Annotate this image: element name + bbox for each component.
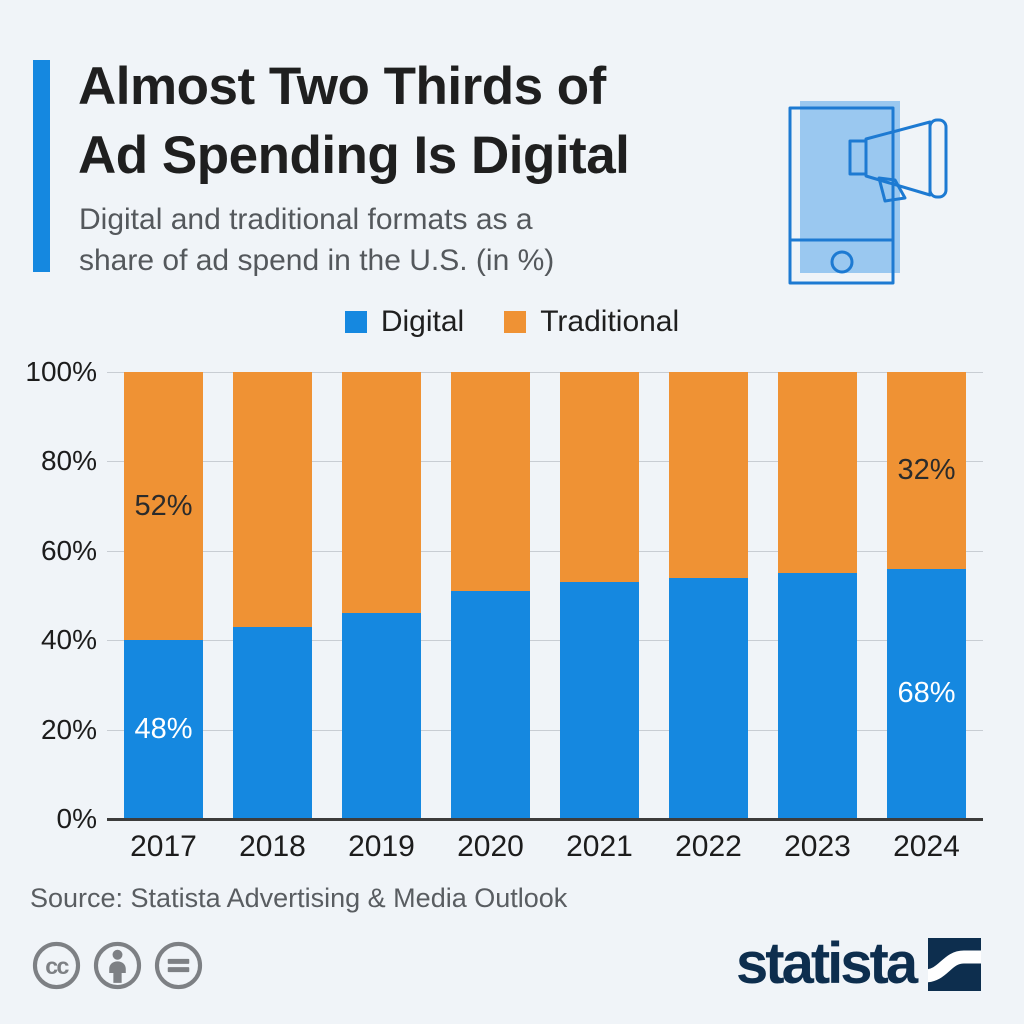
x-axis-tick-label: 2018 <box>239 830 306 863</box>
bar-value-label: 48% <box>134 713 193 746</box>
page-subtitle: Digital and traditional formats as a sha… <box>79 199 554 281</box>
statista-logo-text: statista <box>736 931 918 996</box>
gridline <box>107 729 983 731</box>
x-axis-tick-label: 2024 <box>893 830 960 863</box>
cc-glyph: cc <box>45 953 69 979</box>
source-text: Source: Statista Advertising & Media Out… <box>30 883 568 913</box>
no-derivatives-equals-icon <box>154 941 203 990</box>
x-axis-tick-label: 2020 <box>457 830 524 863</box>
bar-2021 <box>560 372 639 819</box>
chart-legend: Digital Traditional <box>0 305 1024 339</box>
bar-value-label: 52% <box>134 489 193 522</box>
bar-2022 <box>669 372 748 819</box>
legend-item-traditional: Traditional <box>504 305 679 339</box>
gridline <box>107 461 983 463</box>
y-axis-tick-label: 0% <box>56 803 97 834</box>
x-axis-line <box>107 818 983 821</box>
gridline <box>107 372 983 373</box>
bar-value-label: 68% <box>897 677 956 710</box>
legend-swatch <box>504 311 527 333</box>
page-title-line1: Almost Two Thirds of <box>78 57 606 116</box>
bar-segment-traditional <box>778 372 857 574</box>
y-axis-tick-label: 40% <box>40 624 97 656</box>
bar-2019 <box>342 372 421 819</box>
bar-segment-traditional <box>342 372 421 614</box>
legend-label: Digital <box>380 305 465 338</box>
x-axis-tick-label: 2019 <box>348 830 415 863</box>
bar-segment-digital <box>778 573 857 819</box>
legend-item-digital: Digital <box>344 305 465 339</box>
attribution-person-icon <box>93 941 142 990</box>
page-subtitle-line2: share of ad spend in the U.S. (in %) <box>79 244 555 277</box>
cc-icon: cc <box>32 941 81 990</box>
y-axis-tick-label: 100% <box>25 356 97 387</box>
smartphone-megaphone-icon <box>788 101 948 285</box>
bar-segment-traditional <box>669 372 748 578</box>
page-title: Almost Two Thirds of Ad Spending Is Digi… <box>78 52 630 190</box>
y-axis-tick-label: 80% <box>40 445 97 477</box>
statista-logo: statista <box>736 930 982 998</box>
x-axis-tick-label: 2021 <box>566 830 633 863</box>
bar-segment-digital <box>451 591 530 819</box>
bar-segment-digital: 68% <box>887 568 966 819</box>
bar-2018 <box>233 372 312 819</box>
x-axis-tick-label: 2023 <box>784 830 851 863</box>
bar-2020 <box>451 372 530 819</box>
bar-value-label: 32% <box>897 453 956 486</box>
bar-segment-traditional <box>451 372 530 592</box>
license-icons: cc <box>30 939 205 992</box>
bar-segment-traditional: 32% <box>887 372 966 569</box>
gridline <box>107 640 983 642</box>
gridline <box>107 550 983 552</box>
statista-logo-mark <box>928 937 982 991</box>
bar-segment-traditional <box>233 372 312 627</box>
bar-segment-digital: 48% <box>124 640 203 819</box>
y-axis-tick-label: 20% <box>40 713 97 745</box>
bar-2017: 52% 48% <box>124 372 203 819</box>
bar-segment-digital <box>342 613 421 819</box>
title-accent-bar <box>33 60 50 272</box>
bar-segment-digital <box>669 577 748 819</box>
y-axis-tick-label: 60% <box>40 534 97 566</box>
bar-2024: 32% 68% <box>887 372 966 819</box>
x-axis-tick-label: 2017 <box>130 830 197 863</box>
bar-2023 <box>778 372 857 819</box>
page-subtitle-line1: Digital and traditional formats as a <box>79 203 533 236</box>
bar-segment-traditional <box>560 372 639 583</box>
legend-swatch <box>344 311 367 333</box>
stacked-bar-chart: 100% 80% 60% 40% 20% 0% 52% 48% 2017 2018 2019 2020… <box>0 356 1024 863</box>
bar-segment-digital <box>233 626 312 819</box>
bar-segment-traditional: 52% <box>124 372 203 641</box>
x-axis-tick-label: 2022 <box>675 830 742 863</box>
legend-label: Traditional <box>540 305 680 338</box>
page-title-line2: Ad Spending Is Digital <box>78 126 630 185</box>
bar-segment-digital <box>560 582 639 819</box>
